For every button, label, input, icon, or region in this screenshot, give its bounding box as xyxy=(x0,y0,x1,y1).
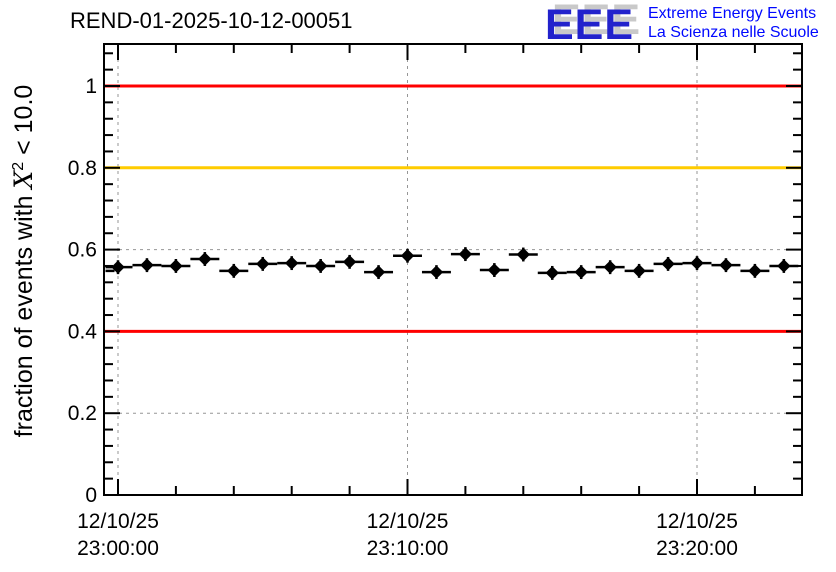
data-point-marker xyxy=(140,258,154,272)
y-tick-label: 0.4 xyxy=(68,320,98,343)
x-tick-label-time: 23:00:00 xyxy=(77,537,159,560)
data-point-marker xyxy=(105,269,107,273)
eee-logo-text: Extreme Energy Events La Scienza nelle S… xyxy=(648,4,819,42)
y-tick-label: 0 xyxy=(85,484,97,507)
data-point-marker xyxy=(690,256,704,270)
x-tick-label-date: 12/10/25 xyxy=(656,510,738,533)
data-point-marker xyxy=(284,256,299,270)
y-axis-title: fraction of events with X2 < 10.0 xyxy=(9,61,38,461)
plot-frame xyxy=(103,43,803,496)
data-point-marker xyxy=(313,259,328,273)
y-tick-label: 0.2 xyxy=(68,402,97,425)
axis-ticks xyxy=(105,45,801,496)
data-point-marker xyxy=(342,255,357,269)
data-point-marker xyxy=(256,257,270,271)
x-tick-label-time: 23:10:00 xyxy=(367,537,449,560)
y-tick-label: 0.6 xyxy=(68,239,97,262)
x-tick-label-date: 12/10/25 xyxy=(367,510,449,533)
data-series xyxy=(105,247,799,280)
chart-title: REND-01-2025-10-12-00051 xyxy=(70,8,353,33)
data-point-marker xyxy=(371,265,386,279)
eee-logo-acronym: EEE xyxy=(545,1,635,49)
data-point-marker xyxy=(198,252,212,266)
data-point-marker xyxy=(516,247,531,262)
data-point-marker xyxy=(111,260,125,274)
y-tick-label: 1 xyxy=(85,75,97,98)
eee-logo-line2: La Scienza nelle Scuole xyxy=(648,24,819,41)
data-point-marker xyxy=(661,257,675,271)
data-point-marker xyxy=(458,247,473,261)
data-point-marker xyxy=(603,260,617,274)
eee-logo: EEE Extreme Energy Events La Scienza nel… xyxy=(543,1,835,51)
data-point-marker xyxy=(719,258,733,272)
y-tick-label: 0.8 xyxy=(68,157,97,180)
data-point-marker xyxy=(400,249,415,263)
data-point-marker xyxy=(632,264,646,278)
eee-logo-line1: Extreme Energy Events xyxy=(648,5,817,22)
x-tick-label-time: 23:20:00 xyxy=(656,537,738,560)
data-point-marker xyxy=(227,264,241,278)
y-axis-title-chi: X xyxy=(9,170,38,189)
data-point-marker xyxy=(487,263,502,277)
y-axis-title-exponent: 2 xyxy=(10,161,27,171)
x-tick-label-date: 12/10/25 xyxy=(77,510,159,533)
data-point-marker xyxy=(748,264,762,278)
data-point-marker xyxy=(777,259,791,273)
data-point-marker xyxy=(574,265,588,279)
data-point-marker xyxy=(169,259,183,273)
data-point-marker xyxy=(429,265,444,279)
y-axis-title-post: < 10.0 xyxy=(10,84,38,162)
y-axis-title-pre: fraction of events with xyxy=(10,188,38,438)
data-point-marker xyxy=(545,266,559,280)
